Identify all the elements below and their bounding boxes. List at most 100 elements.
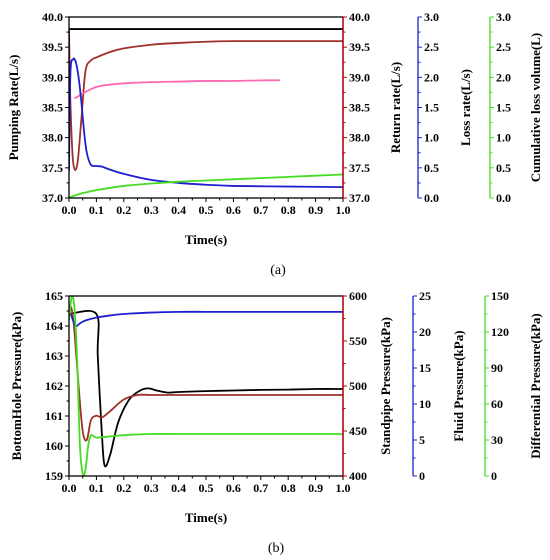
- x-tick-label: 0.9: [308, 481, 323, 495]
- y-tick-label: 39.5: [349, 40, 370, 54]
- chart-b-axis-differential-pressure: 0 30 60 90 120 150 Differential Pressure(kPa): [484, 289, 543, 483]
- y-axis-label-standpipe-pressure-kpa: Standpipe Pressure(kPa): [378, 317, 393, 455]
- chart-a-caption: (a): [270, 263, 286, 278]
- y-tick-label: 40.0: [349, 10, 370, 24]
- y-tick-label: 38.5: [349, 101, 370, 115]
- chart-b-caption: (b): [268, 541, 285, 556]
- y-tick-label: 159: [45, 469, 63, 483]
- y-tick-label: 39.5: [42, 40, 63, 54]
- y-tick-label: 0: [419, 469, 425, 483]
- x-tick-label: 0.7: [253, 203, 268, 217]
- x-tick-label: 1.0: [336, 203, 351, 217]
- x-tick-label: 0.9: [308, 203, 323, 217]
- series-line-1: [69, 310, 343, 468]
- y-tick-label: 120: [491, 325, 509, 339]
- x-tick-label: 0.0: [62, 481, 77, 495]
- y-tick-label: 0.0: [424, 191, 439, 205]
- y-tick-label: 90: [491, 361, 503, 375]
- y-tick-label: 38.0: [42, 131, 63, 145]
- chart-a-axis-cumulative-loss: 0.0 0.5 1.0 1.5 2.0 2.5 3.0 Cumulative loss vol…: [489, 10, 543, 205]
- x-tick-label: 0.5: [199, 203, 214, 217]
- x-tick-label: 0.0: [62, 203, 77, 217]
- y-axis-label-cumulative-loss-volume-l: Cumulative loss volume(L): [528, 33, 543, 183]
- x-tick-label: 0.8: [281, 481, 296, 495]
- y-tick-label: 2.0: [424, 70, 439, 84]
- y-tick-label: 2.5: [496, 40, 511, 54]
- chart-b-plot-frame: [68, 295, 344, 477]
- y-tick-label: 38.5: [42, 101, 63, 115]
- y-tick-label: 600: [349, 289, 367, 303]
- y-axis-label-fluid-pressure-kpa: Fluid Pressure(kPa): [451, 330, 466, 441]
- series-line-4: [69, 296, 343, 476]
- x-tick-label: 0.1: [89, 203, 104, 217]
- y-tick-label: 150: [491, 289, 509, 303]
- x-tick-label: 0.6: [226, 203, 241, 217]
- chart-a-xlabel: Time(s): [185, 232, 227, 247]
- y-tick-label: 1.0: [424, 131, 439, 145]
- chart-b-axis-standpipe-pressure: 400 450 500 550 600 Standpipe Pressure(kPa): [342, 289, 393, 483]
- y-tick-label: 39.0: [349, 70, 370, 84]
- y-tick-label: 450: [349, 424, 367, 438]
- y-tick-label: 550: [349, 334, 367, 348]
- y-tick-label: 160: [45, 439, 63, 453]
- series-line-2: [69, 304, 343, 442]
- y-tick-label: 0.0: [496, 191, 511, 205]
- chart-a: 0.0 0.1 0.2 0.3 0.4 0.5 0.6 0.7 0.8 0.9 1.0 37.037…: [6, 10, 543, 278]
- x-tick-label: 0.4: [171, 481, 186, 495]
- chart-b: 0.0 0.1 0.2 0.3 0.4 0.5 0.6 0.7 0.8 0.9 1.0 159 160…: [9, 289, 543, 556]
- chart-b-xlabel: Time(s): [185, 510, 227, 525]
- y-tick-label: 37.0: [349, 191, 370, 205]
- x-tick-label: 0.5: [199, 481, 214, 495]
- y-axis-label-return-rate-l-s: Return rate(L/s): [388, 62, 403, 153]
- y-tick-label: 5: [419, 433, 425, 447]
- chart-b-series: [69, 296, 343, 476]
- y-tick-label: 163: [45, 349, 63, 363]
- chart-b-axis-bottomhole-pressure: 159 160 161 162 163 164 165 BottomHole Pressure…: [9, 289, 69, 483]
- chart-a-x-ticks: 0.0 0.1 0.2 0.3 0.4 0.5 0.6 0.7 0.8 0.9 1.0: [62, 198, 351, 217]
- chart-a-series: [69, 28, 343, 198]
- y-axis-label-pumping-rate-l-s: Pumping Rate(L/s): [6, 55, 21, 161]
- y-tick-label: 164: [45, 319, 63, 333]
- x-tick-label: 1.0: [336, 481, 351, 495]
- y-tick-label: 0.5: [424, 161, 439, 175]
- y-axis-label-bottomhole-pressure-kpa: BottomHole Pressure(kPa): [9, 312, 24, 461]
- series-line-5: [69, 173, 343, 198]
- chart-a-plot-frame: [68, 16, 344, 199]
- x-tick-label: 0.1: [89, 481, 104, 495]
- x-tick-label: 0.7: [253, 481, 268, 495]
- y-tick-label: 10: [419, 397, 431, 411]
- y-tick-label: 30: [491, 433, 503, 447]
- y-tick-label: 2.0: [496, 70, 511, 84]
- x-tick-label: 0.2: [116, 203, 131, 217]
- chart-a-axis-return-rate: 37.0 37.5 38.0 38.5 39.0 39.5 40.0 Return rate(…: [342, 10, 403, 205]
- y-tick-label: 165: [45, 289, 63, 303]
- series-line-3: [74, 79, 280, 100]
- y-tick-label: 15: [419, 361, 431, 375]
- series-line-3: [69, 310, 343, 328]
- y-tick-label: 400: [349, 469, 367, 483]
- chart-b-axis-fluid-pressure: 0 5 10 15 20 25 Fluid Pressure(kPa): [412, 289, 466, 483]
- y-tick-label: 3.0: [424, 10, 439, 24]
- y-tick-label: 500: [349, 379, 367, 393]
- chart-b-x-ticks: 0.0 0.1 0.2 0.3 0.4 0.5 0.6 0.7 0.8 0.9 1.0: [62, 476, 351, 495]
- y-tick-label: 161: [45, 409, 63, 423]
- y-tick-label: 20: [419, 325, 431, 339]
- y-tick-label: 60: [491, 397, 503, 411]
- y-tick-label: 40.0: [42, 10, 63, 24]
- y-tick-label: 3.0: [496, 10, 511, 24]
- chart-a-axis-pumping-rate: 37.0 37.5 38.0 38.5 39.0 39.5 40.0 Pumping Rate…: [6, 10, 69, 205]
- chart-a-axis-loss-rate: 0.0 0.5 1.0 1.5 2.0 2.5 3.0 Loss rate(L/s): [417, 10, 473, 205]
- y-tick-label: 37.5: [349, 161, 370, 175]
- y-tick-label: 37.5: [42, 161, 63, 175]
- x-tick-label: 0.3: [144, 203, 159, 217]
- y-tick-label: 0: [491, 469, 497, 483]
- y-tick-label: 38.0: [349, 131, 370, 145]
- series-line-4: [69, 57, 343, 189]
- y-tick-label: 0.5: [496, 161, 511, 175]
- x-tick-label: 0.6: [226, 481, 241, 495]
- x-tick-label: 0.2: [116, 481, 131, 495]
- y-tick-label: 162: [45, 379, 63, 393]
- series-line-2: [69, 29, 343, 171]
- y-tick-label: 1.5: [496, 101, 511, 115]
